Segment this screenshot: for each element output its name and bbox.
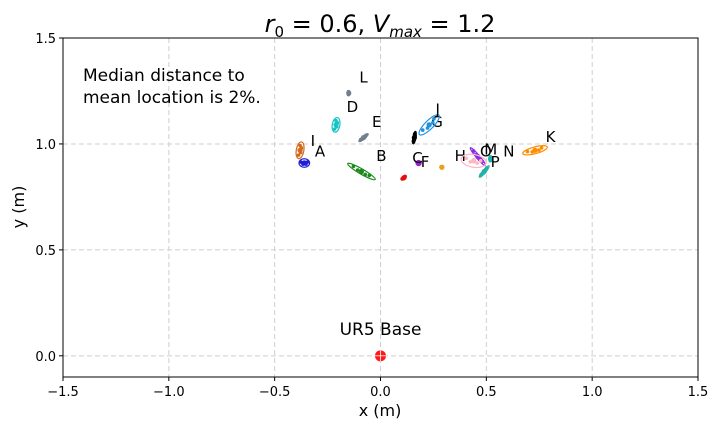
x-tick-label: −1.5 (47, 385, 79, 400)
x-axis-label: x (m) (359, 401, 402, 420)
target-f: F (400, 153, 429, 181)
sample-point (475, 161, 479, 165)
y-tick-label: 0.5 (35, 244, 56, 259)
mean-point (487, 156, 494, 162)
sample-point (363, 172, 368, 177)
y-axis-label: y (m) (9, 186, 28, 229)
mean-point (532, 147, 538, 153)
sample-point (537, 148, 541, 152)
x-tick-label: 1.5 (688, 385, 709, 400)
target-label: M (484, 141, 497, 159)
sample-point (351, 164, 356, 169)
sample-point (420, 128, 425, 132)
sample-point (431, 120, 435, 125)
mean-point (471, 158, 477, 164)
sample-point (334, 118, 338, 123)
sample-point (539, 146, 544, 150)
target-a: A (298, 143, 326, 168)
sample-point (355, 168, 360, 172)
y-tick-label: 1.5 (35, 32, 56, 47)
target-label: E (372, 113, 381, 131)
mean-point (346, 90, 352, 96)
mean-point (401, 175, 407, 181)
y-tick-label: 1.0 (35, 138, 56, 153)
covariance-ellipse (298, 158, 311, 168)
sample-point (412, 132, 417, 136)
target-label: K (546, 128, 557, 146)
mean-point (301, 160, 307, 166)
target-label: B (376, 147, 386, 165)
mean-point (416, 160, 422, 166)
target-label: I (311, 132, 315, 150)
mean-point (360, 134, 367, 141)
ur5-base: UR5 Base (340, 320, 422, 362)
target-o: O (460, 143, 492, 169)
mean-point (411, 134, 417, 141)
sample-point (296, 153, 301, 157)
covariance-ellipse (295, 141, 305, 160)
annotation-line-1: Median distance to (83, 66, 245, 86)
target-label: F (421, 153, 430, 171)
target-l: L (346, 68, 368, 97)
mean-point (481, 168, 487, 175)
target-i: I (295, 132, 315, 160)
chart-title: r0 = 0.6, Vmax = 1.2 (265, 10, 496, 41)
target-label: D (347, 98, 359, 116)
target-label: L (359, 68, 368, 86)
target-label: H (455, 147, 466, 165)
target-b: B (347, 147, 387, 181)
x-tick-label: 0.0 (370, 385, 391, 400)
sample-point (471, 149, 476, 153)
base-label: UR5 Base (340, 320, 422, 340)
target-label: P (491, 153, 500, 171)
sample-point (298, 143, 302, 148)
mean-point (426, 122, 432, 128)
mean-point (439, 164, 445, 170)
covariance-ellipse (331, 116, 341, 133)
sample-point (432, 117, 436, 121)
covariance-ellipse (522, 145, 548, 156)
target-label: C (412, 149, 422, 167)
target-label: O (480, 143, 492, 161)
x-tick-label: −1.0 (153, 385, 185, 400)
mean-point (358, 168, 365, 175)
grid (63, 38, 698, 377)
mean-point (333, 122, 339, 128)
x-tick-label: −0.5 (259, 385, 291, 400)
covariance-ellipse (418, 114, 440, 136)
target-d: D (331, 98, 358, 133)
covariance-ellipse (460, 153, 487, 169)
target-n: N (487, 143, 515, 163)
sample-point (332, 127, 337, 131)
target-j: J (418, 100, 440, 136)
x-tick-label: 0.5 (476, 385, 497, 400)
annotation-line-2: mean location is 2%. (83, 88, 261, 108)
mean-point (297, 147, 303, 153)
target-label: A (315, 143, 326, 161)
target-c: C (412, 149, 422, 167)
sample-point (464, 156, 469, 161)
target-k: K (522, 128, 557, 156)
sample-point (367, 173, 372, 178)
target-e: E (358, 113, 382, 143)
target-label: N (503, 143, 514, 161)
sample-point (484, 166, 489, 170)
target-label: J (435, 100, 440, 118)
sample-point (478, 159, 483, 163)
target-h: H (439, 147, 466, 170)
x-tick-label: 1.0 (582, 385, 603, 400)
y-tick-label: 0.0 (35, 350, 56, 365)
ticks: −1.5 −1.0 −0.5 0.0 0.5 1.0 1.5 0.0 0.5 1.0 1.5 (35, 32, 708, 400)
target-p: P (478, 153, 500, 178)
sample-point (525, 149, 530, 154)
